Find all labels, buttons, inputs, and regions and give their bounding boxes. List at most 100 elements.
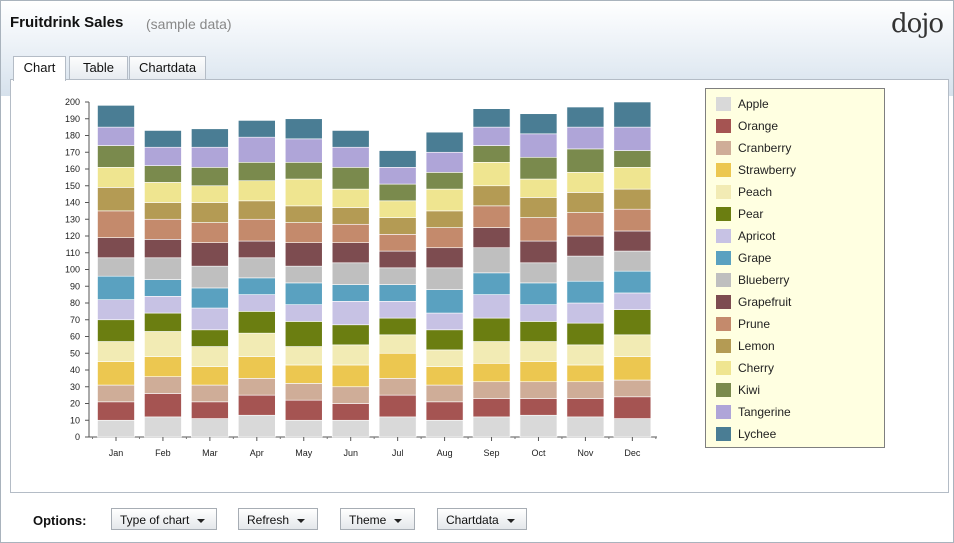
bar-segment-grapefruit	[566, 235, 605, 257]
bar-segment-lemon	[144, 202, 182, 220]
refresh-dropdown[interactable]: Refresh	[238, 508, 318, 530]
bar-segment-pear	[613, 309, 652, 336]
bar-segment-apple	[144, 416, 182, 438]
y-tick-label: 0	[75, 432, 80, 442]
legend-swatch	[716, 405, 731, 419]
bar-segment-strawberry	[566, 364, 605, 383]
bar-segment-cranberry	[425, 384, 464, 403]
bar-segment-orange	[144, 393, 182, 418]
y-tick-label: 120	[65, 231, 80, 241]
bar-segment-kiwi	[284, 162, 323, 180]
y-tick-label: 160	[65, 164, 80, 174]
bar-segment-kiwi	[425, 172, 464, 190]
bar-segment-pear	[284, 321, 323, 347]
y-tick-label: 100	[65, 265, 80, 275]
bar-segment-lemon	[378, 217, 417, 235]
bar-segment-cherry	[519, 178, 558, 198]
bar-segment-apple	[425, 419, 464, 438]
tab-table[interactable]: Table	[69, 56, 128, 79]
bar-segment-kiwi	[238, 162, 276, 182]
bar-segment-cherry	[284, 178, 323, 207]
bar-segment-kiwi	[144, 165, 182, 183]
bar-segment-strawberry	[97, 361, 135, 386]
bar-segment-apple	[97, 419, 135, 438]
type-of-chart-dropdown[interactable]: Type of chart	[111, 508, 217, 530]
bar-segment-lemon	[519, 197, 558, 218]
bar-segment-peach	[191, 346, 229, 367]
bar-segment-apricot	[144, 295, 182, 314]
y-tick-label: 10	[70, 415, 80, 425]
y-tick-label: 200	[65, 97, 80, 107]
x-tick-label: Apr	[250, 448, 264, 458]
bar-segment-prune	[331, 223, 370, 243]
bar-segment-grape	[284, 282, 323, 305]
bar-segment-grape	[331, 284, 370, 302]
legend-label: Lemon	[738, 339, 775, 353]
bar-segment-apple	[331, 419, 370, 438]
y-tick-label: 60	[70, 332, 80, 342]
bar-segment-blueberry	[238, 257, 276, 279]
legend-label: Prune	[738, 317, 771, 331]
bar-segment-orange	[613, 396, 652, 419]
bar-segment-orange	[284, 399, 323, 421]
bar-segment-lychee	[191, 128, 229, 148]
bar-segment-prune	[144, 218, 182, 240]
bar-segment-grape	[566, 280, 605, 304]
legend-swatch	[716, 251, 731, 265]
bar-segment-kiwi	[613, 150, 652, 168]
legend-swatch	[716, 339, 731, 353]
x-tick-label: Dec	[624, 448, 641, 458]
y-tick-label: 80	[70, 298, 80, 308]
bar-segment-orange	[238, 394, 276, 416]
y-tick-label: 20	[70, 399, 80, 409]
bar-segment-apricot	[191, 307, 229, 331]
bar-segment-lemon	[97, 187, 135, 212]
tab-chart[interactable]: Chart	[13, 56, 66, 81]
bar-segment-strawberry	[284, 364, 323, 384]
bar-segment-peach	[613, 334, 652, 357]
refresh-label: Refresh	[247, 513, 290, 527]
bar-segment-blueberry	[519, 262, 558, 284]
bar-segment-apple	[284, 419, 323, 438]
bar-segment-cherry	[472, 162, 511, 187]
bar-segment-orange	[331, 403, 370, 421]
bar-segment-pear	[472, 317, 511, 342]
tab-chartdata[interactable]: Chartdata	[129, 56, 206, 79]
bar-segment-tangerine	[566, 126, 605, 150]
bar-segment-peach	[378, 334, 417, 354]
legend-swatch	[716, 97, 731, 111]
bar-segment-blueberry	[566, 255, 605, 282]
bar-segment-apple	[613, 418, 652, 438]
bar-segment-tangerine	[378, 167, 417, 185]
y-tick-label: 150	[65, 181, 80, 191]
bar-segment-tangerine	[472, 126, 511, 146]
chevron-down-icon	[506, 518, 515, 523]
bar-segment-grape	[613, 270, 652, 294]
legend-swatch	[716, 163, 731, 177]
bar-segment-lemon	[238, 200, 276, 220]
bar-segment-lychee	[613, 101, 652, 128]
bar-segment-orange	[378, 394, 417, 418]
bar-segment-kiwi	[566, 148, 605, 173]
bar-segment-tangerine	[144, 146, 182, 166]
bar-segment-grape	[238, 277, 276, 295]
bar-segment-strawberry	[238, 356, 276, 379]
x-tick-label: Jul	[392, 448, 404, 458]
bar-segment-grapefruit	[425, 247, 464, 269]
bar-segment-lemon	[566, 192, 605, 213]
legend-label: Apple	[738, 97, 769, 111]
bar-segment-lychee	[284, 118, 323, 140]
legend-label: Apricot	[738, 229, 776, 243]
bar-segment-prune	[519, 217, 558, 242]
bar-segment-grapefruit	[191, 242, 229, 267]
theme-dropdown[interactable]: Theme	[340, 508, 415, 530]
bar-segment-kiwi	[378, 183, 417, 202]
legend-label: Blueberry	[738, 273, 790, 287]
bar-segment-pear	[378, 317, 417, 336]
bar-segment-peach	[284, 346, 323, 366]
chartdata-dropdown[interactable]: Chartdata	[437, 508, 527, 530]
bar-segment-grapefruit	[331, 242, 370, 264]
bar-segment-kiwi	[472, 145, 511, 163]
bar-segment-cranberry	[191, 384, 229, 403]
legend-swatch	[716, 185, 731, 199]
